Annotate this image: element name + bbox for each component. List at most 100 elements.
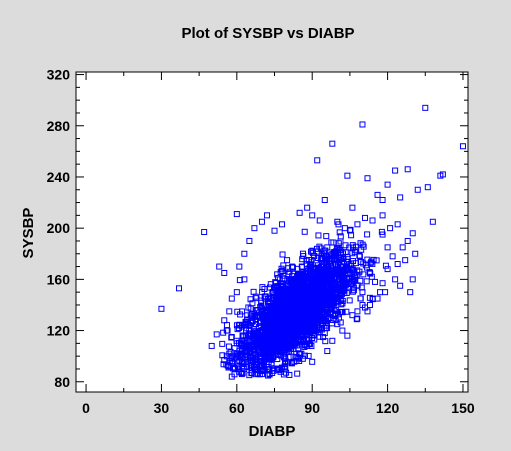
data-point	[213, 331, 220, 338]
data-point	[324, 266, 331, 273]
data-point	[373, 257, 380, 264]
data-point	[250, 330, 257, 337]
data-point	[246, 237, 253, 244]
data-point	[340, 250, 347, 257]
data-point	[346, 227, 353, 234]
data-point	[364, 231, 371, 238]
data-point	[225, 343, 232, 350]
x-tick-label: 60	[229, 400, 245, 416]
data-point	[364, 256, 371, 263]
data-point	[344, 172, 351, 179]
data-point	[264, 316, 271, 323]
data-point	[311, 292, 318, 299]
data-point	[289, 309, 296, 316]
data-point	[259, 284, 266, 291]
data-point	[369, 260, 376, 267]
data-point	[321, 197, 328, 203]
data-point	[332, 253, 339, 260]
data-point	[352, 274, 359, 281]
data-point	[224, 327, 231, 334]
data-point	[340, 273, 347, 280]
data-point	[208, 342, 215, 349]
data-point	[251, 225, 258, 232]
data-point	[239, 342, 246, 349]
data-point	[233, 337, 240, 344]
data-point	[241, 250, 248, 257]
data-point	[311, 326, 318, 333]
data-point	[241, 343, 248, 350]
data-point	[276, 342, 283, 349]
data-point	[346, 297, 353, 304]
data-point	[277, 269, 284, 276]
data-point	[278, 291, 285, 298]
data-point	[277, 321, 284, 328]
data-point	[236, 277, 243, 284]
data-point	[244, 316, 251, 323]
data-point	[285, 354, 292, 361]
data-point	[379, 280, 386, 287]
data-point	[361, 214, 368, 221]
data-point	[372, 278, 379, 285]
data-point	[424, 184, 431, 191]
data-point	[402, 257, 409, 264]
data-point	[244, 364, 251, 371]
data-point	[299, 250, 306, 257]
data-point	[392, 276, 399, 283]
data-point	[269, 370, 276, 377]
data-point	[335, 221, 342, 228]
data-point	[223, 353, 230, 360]
data-point	[263, 363, 270, 370]
data-point	[247, 362, 254, 369]
data-point	[299, 301, 306, 308]
data-point	[254, 336, 261, 343]
y-tick-label: 160	[47, 271, 71, 287]
data-point	[310, 299, 317, 306]
data-point	[294, 289, 301, 296]
data-point	[367, 270, 374, 277]
data-point	[394, 221, 401, 228]
data-point	[354, 308, 361, 315]
data-point	[233, 289, 240, 296]
data-point	[392, 167, 399, 174]
data-point	[310, 332, 317, 339]
data-point	[287, 277, 294, 284]
data-point	[238, 352, 245, 359]
data-point	[324, 348, 331, 355]
data-point	[251, 366, 258, 373]
data-point	[459, 143, 466, 150]
data-point	[319, 320, 326, 327]
data-point	[219, 352, 226, 359]
data-point	[349, 244, 356, 251]
data-point	[349, 204, 356, 211]
data-point	[260, 367, 267, 374]
data-point	[429, 218, 436, 225]
data-point	[275, 309, 282, 316]
data-point	[277, 348, 284, 355]
y-tick-label: 120	[47, 323, 71, 339]
data-point	[303, 287, 310, 294]
data-point	[274, 313, 281, 320]
data-point	[236, 368, 243, 375]
data-point	[321, 297, 328, 304]
data-point	[399, 244, 406, 251]
data-point	[384, 181, 391, 188]
data-point	[349, 312, 356, 319]
data-point	[264, 339, 271, 346]
data-point	[255, 370, 262, 377]
data-point	[273, 279, 280, 286]
data-point	[389, 253, 396, 260]
data-point	[258, 356, 265, 363]
data-point	[316, 217, 323, 224]
data-point	[329, 337, 336, 344]
data-point	[242, 356, 249, 363]
data-point	[216, 263, 223, 270]
data-point	[306, 320, 313, 327]
data-point	[221, 269, 228, 276]
data-point	[264, 331, 271, 338]
data-point	[422, 104, 429, 111]
data-point	[294, 370, 301, 377]
data-point	[270, 306, 277, 313]
data-point	[305, 337, 312, 344]
data-point	[254, 344, 261, 351]
